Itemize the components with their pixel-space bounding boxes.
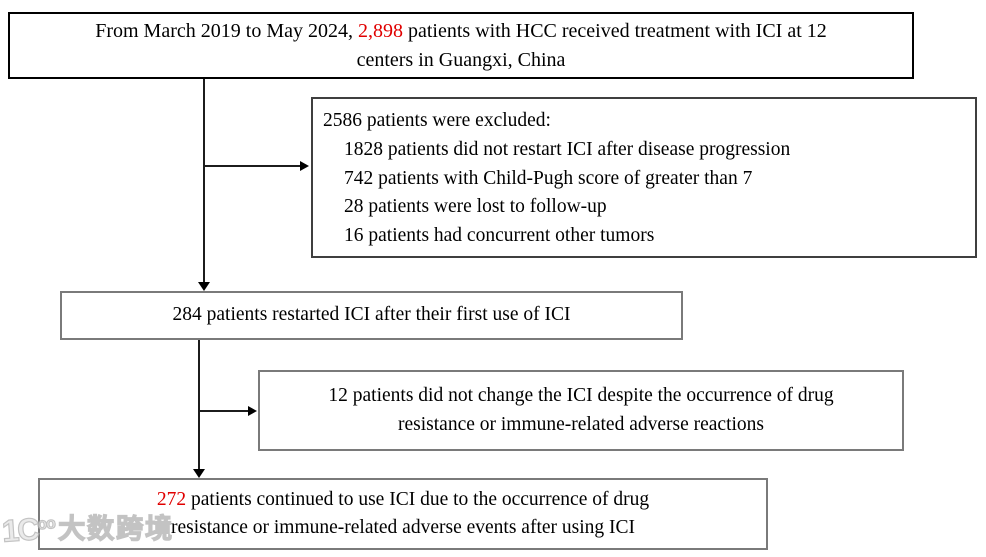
excluded-title: 2586 patients were excluded: (323, 110, 551, 131)
connector-line-branch-excluded (204, 165, 300, 167)
arrowhead-to-no-change-icon (248, 406, 257, 416)
enrollment-text-pre: From March 2019 to May 2024, (95, 20, 358, 42)
no-change-text-line2: resistance or immune-related adverse rea… (398, 414, 764, 435)
excluded-reason-3: 28 patients were lost to follow-up (344, 196, 607, 218)
restarted-box: 284 patients restarted ICI after their f… (60, 291, 683, 340)
no-change-text-line1: 12 patients did not change the ICI despi… (328, 385, 834, 406)
enrollment-text-post: patients with HCC received treatment wit… (402, 20, 827, 42)
excluded-reason-1: 1828 patients did not restart ICI after … (344, 138, 791, 160)
enrollment-count-highlight: 2,898 (357, 20, 403, 42)
arrowhead-to-excluded-icon (300, 161, 309, 171)
excluded-box: 2586 patients were excluded: 1828 patien… (311, 97, 977, 258)
continued-box: 272 patients continued to use ICI due to… (38, 478, 768, 550)
continued-text-line1: patients continued to use ICI due to the… (186, 489, 650, 510)
connector-line-vertical-1 (203, 79, 205, 284)
enrollment-box: From March 2019 to May 2024, 2,898 patie… (8, 12, 914, 79)
continued-text-line2: resistance or immune-related adverse eve… (170, 517, 636, 538)
continued-count-highlight: 272 (156, 489, 187, 510)
excluded-reason-2: 742 patients with Child-Pugh score of gr… (344, 167, 753, 189)
enrollment-text-line2: centers in Guangxi, China (356, 49, 566, 71)
arrowhead-to-continued-icon (193, 469, 205, 478)
connector-line-branch-no-change (199, 410, 248, 412)
arrowhead-to-restarted-icon (198, 282, 210, 291)
restarted-text: 284 patients restarted ICI after their f… (172, 304, 571, 325)
no-change-box: 12 patients did not change the ICI despi… (258, 370, 904, 451)
excluded-reason-4: 16 patients had concurrent other tumors (344, 225, 655, 247)
connector-line-vertical-2 (198, 340, 200, 471)
